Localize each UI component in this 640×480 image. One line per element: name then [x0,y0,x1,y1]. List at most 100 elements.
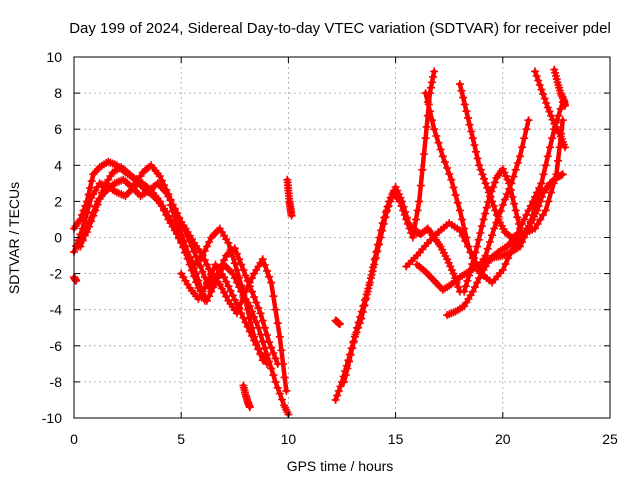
data-point-marker [468,134,477,143]
series-arc-07 [283,175,296,220]
data-point-marker [428,78,436,87]
data-point-marker [548,115,557,124]
data-point-marker [378,219,387,228]
data-point-marker [222,277,231,286]
series-arc-09 [70,273,81,285]
data-point-marker [235,304,244,313]
data-point-marker [385,197,394,206]
data-point-marker [237,260,246,269]
x-axis: 0 5 10 15 20 25 [70,57,618,447]
data-point-marker [277,346,286,355]
data-point-marker [185,237,194,246]
data-point-marker [528,197,537,206]
y-tick-label: -10 [42,410,62,426]
data-point-marker [480,174,488,183]
data-point-marker [336,382,345,391]
data-point-marker [258,316,267,325]
x-tick-label: 10 [281,431,297,447]
data-point-marker [524,116,533,125]
data-point-marker [200,256,209,265]
series-arc-01 [70,157,267,365]
data-point-marker [453,198,462,207]
data-point-marker [386,193,395,202]
data-point-marker [331,395,340,404]
data-point-marker [348,344,357,353]
data-point-marker [482,203,491,212]
data-point-marker [333,391,342,400]
data-point-marker [157,176,166,185]
data-point-marker [513,159,522,167]
data-point-marker [531,192,539,201]
data-point-marker [543,152,552,161]
data-point-marker [540,94,549,103]
series-arc-18 [455,80,567,242]
data-point-marker [265,272,274,281]
data-point-marker [443,255,452,264]
data-point-marker [275,332,284,341]
data-point-marker [194,257,203,266]
data-point-marker [377,226,386,235]
data-point-marker [488,231,497,240]
data-point-marker [269,371,278,380]
data-point-marker [471,248,480,257]
data-point-marker [239,313,248,322]
series-trace [341,184,463,385]
data-point-marker [230,295,239,304]
data-point-marker [232,249,241,258]
data-point-marker [498,164,507,173]
data-point-marker [250,312,259,321]
data-point-marker [401,208,410,217]
data-point-marker [280,373,289,382]
data-point-marker [526,201,535,210]
data-point-marker [509,172,518,181]
data-point-marker [531,67,539,76]
y-axis: -10 -8 -6 -4 -2 0 2 4 6 8 10 [42,49,610,426]
data-point-marker [449,269,458,278]
data-point-marker [250,293,259,302]
y-tick-label: 6 [54,121,62,137]
data-point-marker [466,266,475,274]
data-point-marker [483,244,492,253]
data-point-marker [232,278,241,287]
data-point-marker [230,259,239,268]
data-point-marker [217,284,226,293]
data-point-marker [198,251,207,260]
data-point-marker [535,81,544,89]
data-point-marker [187,258,196,267]
data-point-marker [365,278,374,287]
data-point-marker [198,267,207,276]
data-point-marker [490,224,499,233]
data-point-marker [245,327,254,336]
data-point-marker [196,262,205,271]
data-point-marker [449,183,458,192]
data-point-marker [421,89,430,98]
data-point-marker [252,318,261,327]
data-point-marker [483,183,492,192]
data-point-marker [170,212,179,221]
data-point-marker [440,158,449,167]
data-point-marker [465,271,473,280]
data-point-marker [469,254,478,263]
data-point-marker [232,300,241,309]
chart-title: Day 199 of 2024, Sidereal Day-to-day VTE… [69,20,611,37]
data-point-marker [349,337,358,346]
data-point-marker [202,260,211,269]
data-point-marker [258,337,267,346]
data-point-marker [455,206,464,215]
data-point-marker [269,292,278,301]
data-point-marker [532,72,541,80]
data-point-marker [172,218,181,227]
data-point-marker [463,276,472,285]
data-point-marker [369,263,378,272]
x-tick-label: 25 [602,431,618,447]
data-point-marker [343,364,352,373]
data-point-marker [263,350,271,359]
data-point-marker [416,181,425,190]
data-point-marker [522,125,531,134]
data-point-marker [254,303,263,312]
data-point-marker [183,247,192,256]
data-point-marker [516,242,524,251]
data-point-marker [367,271,376,279]
data-point-marker [473,242,482,251]
data-point-marker [263,266,271,275]
